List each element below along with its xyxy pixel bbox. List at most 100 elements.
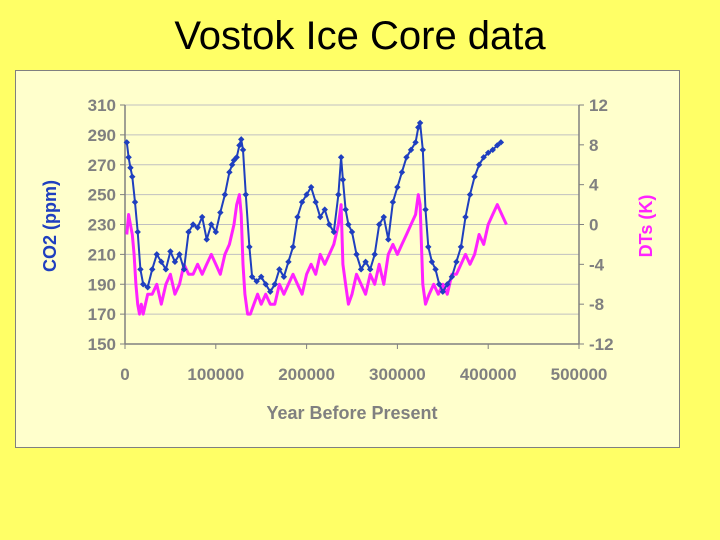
co2-point — [419, 146, 427, 154]
co2-point — [416, 119, 424, 127]
co2-point — [131, 198, 139, 206]
y-left-tick-label: 270 — [88, 156, 116, 175]
x-tick-label: 100000 — [187, 365, 244, 384]
x-tick-label: 300000 — [369, 365, 426, 384]
co2-point — [134, 228, 141, 236]
co2-point — [432, 266, 439, 273]
co2-point — [371, 251, 378, 258]
co2-point — [345, 221, 352, 228]
co2-line — [125, 121, 502, 293]
co2-point — [248, 273, 256, 280]
temperature-line — [125, 193, 508, 316]
y-right-tick-label: 4 — [589, 176, 599, 195]
co2-point — [312, 198, 319, 206]
co2-point — [339, 176, 347, 183]
co2-point — [435, 281, 443, 288]
co2-point — [448, 273, 456, 280]
y-left-tick-label: 230 — [88, 216, 116, 235]
co2-point — [127, 164, 134, 171]
co2-point — [353, 251, 360, 258]
co2-point — [335, 191, 342, 198]
y-right-tick-label: 0 — [589, 216, 598, 235]
co2-point — [162, 266, 170, 273]
co2-point — [125, 154, 132, 161]
co2-point — [444, 281, 451, 288]
co2-point — [189, 221, 197, 228]
co2-point — [462, 213, 469, 221]
co2-point — [337, 154, 345, 161]
y-right-axis-title: DTs (K) — [636, 195, 656, 258]
co2-point — [185, 228, 192, 236]
series-temperature — [125, 193, 508, 316]
co2-point — [357, 266, 365, 273]
y-left-tick-label: 170 — [88, 305, 116, 324]
co2-point — [394, 183, 401, 191]
co2-point — [294, 213, 301, 221]
co2-point — [262, 281, 269, 288]
co2-point — [212, 228, 219, 236]
co2-point — [366, 266, 374, 273]
co2-point — [298, 198, 306, 206]
x-tick-label: 400000 — [460, 365, 517, 384]
x-tick-label: 500000 — [551, 365, 608, 384]
co2-point — [238, 136, 245, 143]
co2-point — [453, 258, 460, 266]
x-tick-label: 200000 — [278, 365, 335, 384]
y-left-tick-label: 250 — [88, 186, 116, 205]
co2-point — [342, 206, 349, 213]
co2-point — [466, 191, 474, 198]
co2-point — [208, 221, 215, 228]
co2-point — [158, 258, 165, 266]
co2-point — [153, 251, 160, 258]
co2-point — [180, 266, 188, 273]
co2-point — [123, 139, 131, 146]
vostok-chart: 310 290 270 250 230 210 190 170 150 12 8 4 0 -4 -8 -12 0… — [40, 96, 656, 423]
y-right-tick-label: -12 — [589, 335, 614, 354]
plot-axes — [120, 104, 584, 349]
y-left-tick-label: 210 — [88, 245, 116, 264]
co2-point — [457, 243, 465, 251]
co2-point — [167, 248, 174, 255]
co2-point — [398, 169, 406, 176]
co2-point — [203, 236, 210, 243]
slide-title: Vostok Ice Core data — [174, 14, 546, 58]
co2-point — [139, 281, 147, 288]
co2-point — [389, 198, 397, 206]
y-right-tick-label: 12 — [589, 96, 608, 115]
co2-point — [217, 209, 224, 216]
co2-point — [242, 191, 249, 198]
y-left-tick-label: 150 — [88, 335, 116, 354]
co2-point — [226, 169, 233, 176]
co2-point — [326, 221, 333, 228]
co2-point — [422, 206, 429, 213]
co2-point — [428, 258, 436, 266]
y-right-tick-label: -8 — [589, 295, 604, 314]
co2-point — [494, 142, 501, 149]
co2-point — [137, 266, 144, 273]
co2-point — [144, 284, 151, 291]
chart-frame: 310 290 270 250 230 210 190 170 150 12 8 4 0 -4 -8 -12 0… — [15, 70, 680, 448]
y-left-axis-title: CO2 (ppm) — [40, 180, 60, 272]
tick-labels: 310 290 270 250 230 210 190 170 150 12 8 4 0 -4 -8 -12 0… — [88, 96, 614, 384]
co2-point — [485, 149, 492, 156]
co2-point — [221, 191, 229, 198]
co2-point — [317, 213, 324, 221]
y-right-tick-label: 8 — [589, 136, 598, 155]
co2-point — [267, 288, 274, 295]
co2-point — [330, 228, 338, 236]
co2-point — [236, 142, 243, 149]
co2-point — [348, 228, 356, 236]
co2-point — [194, 224, 201, 231]
co2-point — [439, 288, 446, 295]
x-tick-label: 0 — [120, 365, 129, 384]
co2-point — [471, 173, 478, 180]
co2-point — [385, 236, 392, 243]
co2-point — [280, 273, 288, 280]
co2-point — [171, 258, 179, 266]
co2-point — [376, 221, 383, 228]
y-left-tick-label: 290 — [88, 126, 116, 145]
co2-point — [239, 146, 247, 154]
co2-point — [321, 206, 328, 213]
co2-point — [276, 266, 283, 273]
co2-point — [253, 278, 260, 285]
